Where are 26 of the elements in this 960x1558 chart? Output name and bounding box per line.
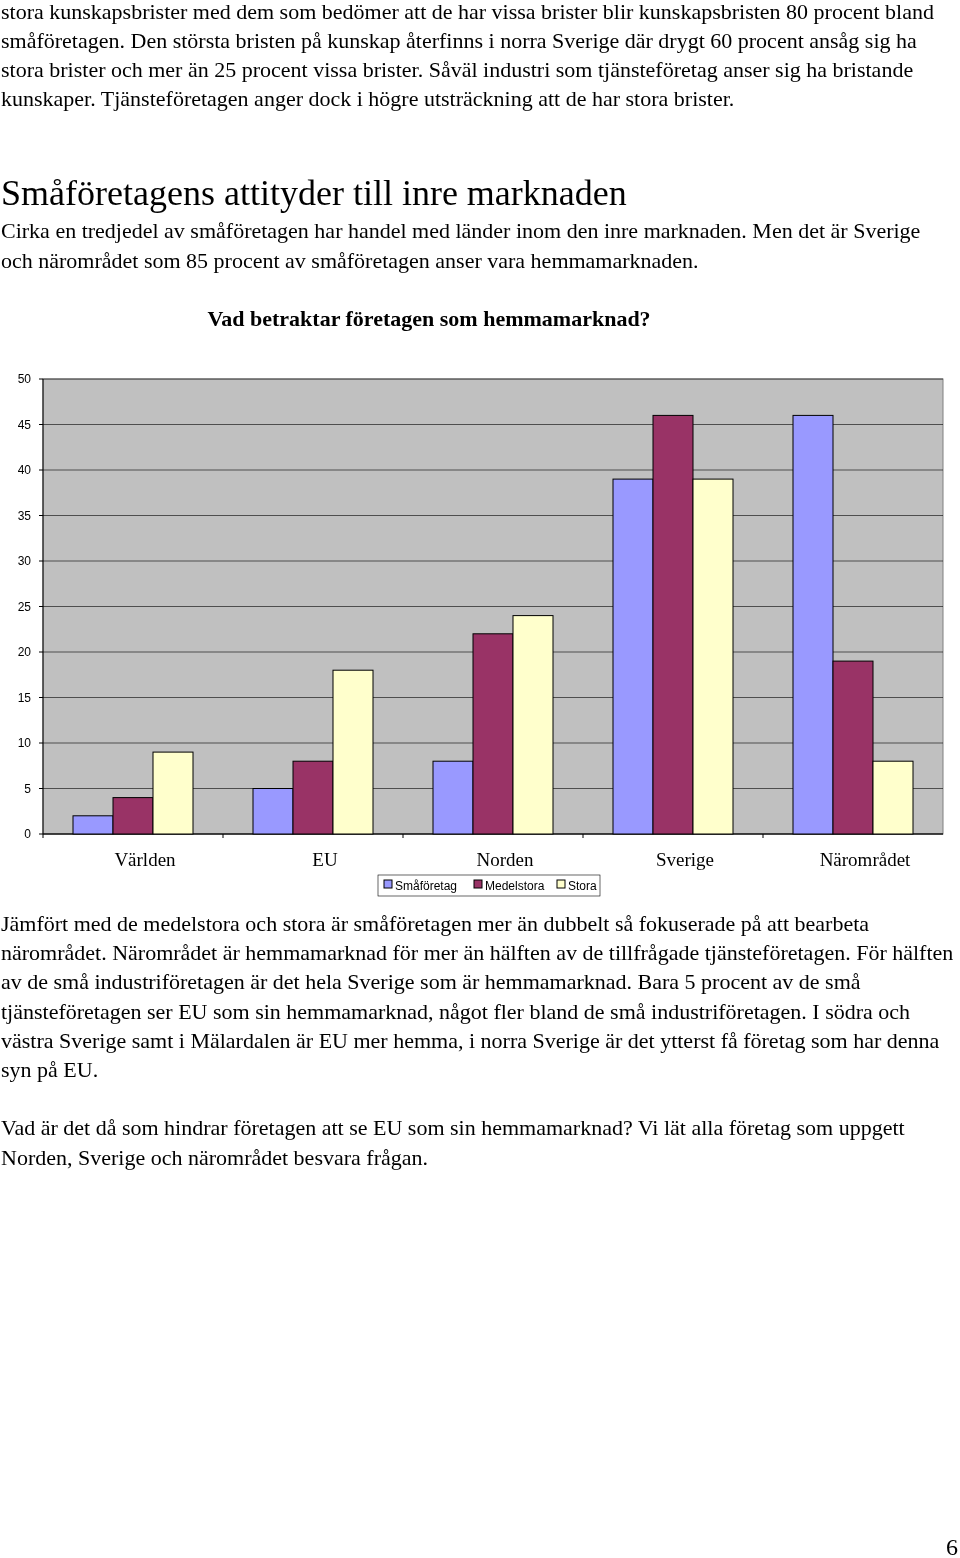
y-tick-label: 30 bbox=[17, 554, 32, 568]
x-tick-label: Världen bbox=[114, 849, 177, 870]
y-tick-label: 10 bbox=[17, 736, 32, 750]
x-tick-label: Norden bbox=[476, 849, 534, 870]
y-tick-label: 45 bbox=[17, 417, 32, 432]
text: 6 bbox=[946, 1534, 958, 1558]
text: stora kunskapsbrister med dem som bedömer att de har vissa brister blir kunskapsbristen 80 procent bland småföretagen. Den största bristen på kunskap återfinns i norra Sverige där drygt 60 procent ansåg sig ha stora brister och mer än 25 procent vissa brister. Såväl industri som tjänsteföretag anser sig ha bristande kunskaper. Tjänsteföretagen anger dock i högre utsträckning att de har stora brister. bbox=[1, 0, 934, 111]
x-tick-label: Sverige bbox=[655, 849, 715, 870]
text: Cirka en tredjedel av småföretagen har handel med länder inom den inre marknaden. Men det är Sverige och närområdet som 85 procent av småföretagen anser vara hemmamarknaden. bbox=[1, 218, 921, 273]
chart-title: Vad betraktar företagen som hemmamarknad? bbox=[207, 306, 651, 331]
y-tick-label: 15 bbox=[17, 690, 32, 705]
y-tick-label: 25 bbox=[17, 599, 32, 614]
x-tick-label: EU bbox=[312, 849, 338, 870]
x-tick-label: Närområdet bbox=[819, 849, 912, 870]
y-tick-label: 5 bbox=[24, 781, 32, 796]
y-tick-label: 20 bbox=[17, 645, 32, 659]
legend-label: Medelstora bbox=[485, 879, 545, 893]
y-tick-label: 40 bbox=[17, 463, 32, 477]
legend-label: Småföretag bbox=[395, 879, 458, 893]
y-tick-label: 50 bbox=[17, 372, 32, 386]
legend-label: Stora bbox=[568, 879, 598, 893]
text: Jämfört med de medelstora och stora är småföretagen mer än dubbelt så fokuserade på att bearbeta närområdet. Närområdet är hemmamarknad för mer än hälften av de tillfrågade tjänsteföretagen. För hälften av de små industriföretagen är det hela Sverige som är hemmamarknad. Bara 5 procent av de små tjänsteföretagen ser EU som sin hemmamarknad, något fler bland de små industriföretagen. I södra och västra Sverige samt i Mälardalen är EU mer hemma, i norra Sverige är det ytterst få företag som har denna syn på EU. bbox=[1, 911, 954, 1082]
text: Småföretagens attityder till inre marknaden bbox=[1, 173, 627, 213]
y-tick-label: 0 bbox=[24, 827, 32, 841]
y-tick-label: 35 bbox=[17, 508, 32, 523]
text: Vad är det då som hindrar företagen att se EU som sin hemmamarknad? Vi lät alla företag som uppgett Norden, Sverige och närområdet besvara frågan. bbox=[1, 1115, 905, 1170]
